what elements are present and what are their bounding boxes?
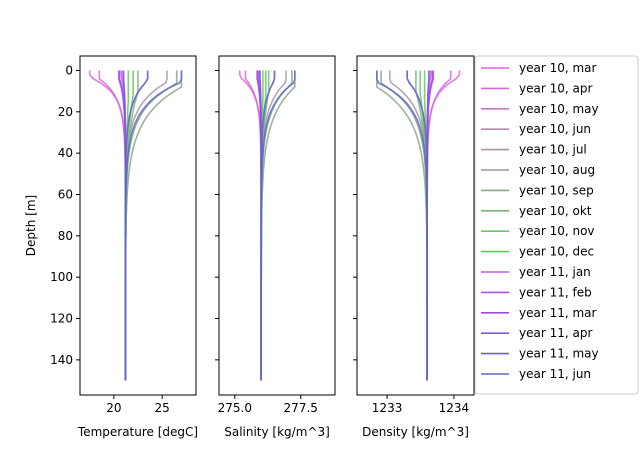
temperature-panel: 20 25 0 20 40 60 80 100 120 140 Temperature [degC]…: [24, 55, 198, 439]
axes-frame: [79, 55, 197, 396]
y-tick-label: 40: [58, 146, 73, 160]
y-tick-label: 100: [50, 270, 73, 284]
legend-label: year 10, jun: [519, 122, 591, 136]
legend-label: year 10, okt: [519, 204, 592, 218]
legend-label: year 10, apr: [519, 81, 592, 95]
series-line: [98, 70, 127, 381]
legend-box: [474, 55, 639, 395]
y-tick-label: 80: [58, 229, 73, 243]
legend-label: year 11, mar: [519, 306, 597, 320]
legend-label: year 10, aug: [519, 163, 595, 177]
y-tick-label: 60: [58, 187, 73, 201]
x-axis-label: Temperature [degC]: [77, 425, 198, 439]
series-line: [88, 70, 127, 381]
legend-label: year 10, dec: [519, 245, 594, 259]
legend-label: year 10, mar: [519, 61, 597, 75]
legend: year 10, mar year 10, apr year 10, may year…: [474, 55, 639, 395]
series-line: [124, 70, 183, 381]
axes-frame: [218, 55, 336, 396]
series-line: [406, 70, 429, 381]
legend-label: year 10, may: [519, 102, 599, 116]
legend-label: year 11, feb: [519, 285, 592, 299]
series-line: [124, 70, 149, 381]
axes-frame: [356, 55, 475, 396]
series-line: [260, 70, 276, 381]
x-axis-label: Salinity [kg/m^3]: [224, 425, 330, 439]
series-line: [124, 70, 183, 381]
legend-label: year 11, jan: [519, 265, 591, 279]
x-tick-label: 1234: [439, 401, 470, 415]
series-line: [426, 70, 461, 381]
series-line: [375, 70, 429, 381]
legend-label: year 10, sep: [519, 183, 594, 197]
x-tick-label: 25: [155, 401, 170, 415]
legend-label: year 11, jun: [519, 367, 591, 381]
series-line: [380, 70, 429, 381]
series-line: [260, 70, 296, 381]
legend-label: year 11, apr: [519, 326, 592, 340]
legend-label: year 10, nov: [519, 224, 595, 238]
y-axis-label: Depth [m]: [24, 195, 38, 256]
salinity-panel: 275.0 277.5 Salinity [kg/m^3]: [215, 55, 336, 439]
series-line: [426, 70, 452, 381]
density-panel: 1233 1234 Density [kg/m^3]: [353, 55, 475, 439]
y-tick-label: 120: [50, 312, 73, 326]
y-tick-label: 0: [65, 63, 73, 77]
x-tick-label: 275.0: [218, 401, 252, 415]
x-tick-label: 1233: [372, 401, 403, 415]
series-line: [244, 70, 263, 381]
series-line: [375, 70, 429, 381]
x-tick-label: 277.5: [284, 401, 318, 415]
series-line: [124, 70, 178, 381]
x-tick-label: 20: [106, 401, 121, 415]
series-line: [238, 70, 263, 381]
legend-label: year 11, may: [519, 347, 599, 361]
legend-label: year 10, jul: [519, 143, 587, 157]
x-axis-label: Density [kg/m^3]: [362, 425, 469, 439]
y-tick-label: 20: [58, 105, 73, 119]
y-tick-label: 140: [50, 353, 73, 367]
